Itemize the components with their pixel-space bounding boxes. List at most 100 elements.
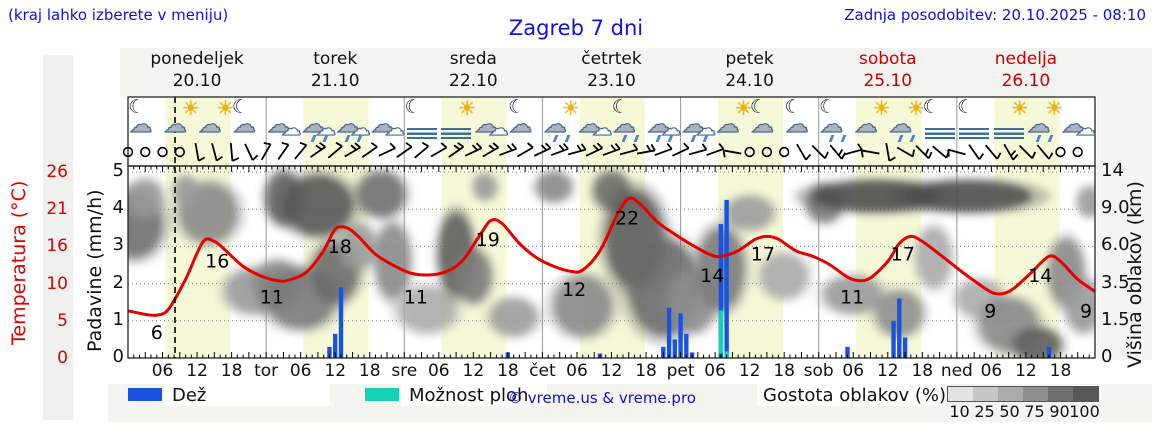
shower-legend-box [401,384,547,406]
clouds-icon: ☁ ☁ [267,112,302,140]
clouds-icon: ☁ ☁ [370,112,406,140]
cloud-density-label: Gostota oblakov (%) [763,385,947,406]
axis-tick-label: 0 [112,346,124,367]
density-swatch [1073,387,1098,401]
svg-text:18: 18 [328,236,352,258]
day-header: četrtek 23.10 [581,49,642,91]
svg-text:17: 17 [891,243,915,265]
axis-tick-label: 1 [112,308,124,330]
moon-cloud-icon: ☾ ☁ [231,96,257,138]
day-header: ponedeljek 20.10 [150,49,244,91]
axis-tick-label: 12 [876,361,899,381]
location-menu-hint: (kraj lahko izberete v meniju) [8,6,229,24]
axis-tick-label: 12 [324,361,347,381]
axis-tick-label: 5 [57,310,68,331]
copyright-link[interactable]: © vreme.us & vreme.pro [508,389,696,407]
sun-fog-icon: ☀ [992,96,1029,142]
svg-text:22: 22 [615,208,639,230]
sun-cloud-rain-icon: ☀ ☁ [1026,96,1063,142]
axis-tick-label: 18 [773,361,795,381]
axis-tick-label: 16 [46,236,68,257]
axis-tick-label: 10 [46,273,68,294]
axis-tick-label: 18 [635,361,657,381]
axis-tick-label: 06 [151,361,174,381]
density-tick-label: 25 [974,402,995,421]
clouds-rain-icon: ☁ ☁ [681,112,716,142]
axis-tick-label: 18 [358,361,381,381]
axis-tick-label: pet [666,361,695,381]
moon-cloud-icon: ☾ ☁ [508,96,533,138]
density-swatch [1023,387,1048,401]
day-header: torek 21.10 [310,49,360,91]
day-header: sreda 22.10 [449,49,498,91]
svg-text:17: 17 [751,243,775,265]
precip-axis-title: Padavine (mm/h) [84,189,106,352]
cloud-axis-title: Višina oblakov (km) [1124,181,1146,368]
axis-tick-label: 18 [911,361,934,381]
axis-tick-label: 21 [46,199,68,220]
page-title: Zagreb 7 dni [508,16,644,40]
axis-tick-label: 4 [112,197,124,219]
clouds-rain-icon: ☁ ☁ [336,112,371,142]
axis-tick-label: 12 [738,361,761,381]
axis-tick-label: 14 [1101,160,1124,181]
axis-tick-label: 06 [980,361,1003,381]
right-margin-band [1097,96,1152,360]
temp-axis-title: Temperatura (°C) [8,180,30,345]
svg-text:14: 14 [1028,265,1052,287]
axis-tick-label: 2 [112,271,124,293]
clouds-icon: ☁ ☁ [474,112,509,140]
axis-tick-label: 6.0 [1101,234,1130,256]
clouds-rain-icon: ☁ ☁ [301,112,337,142]
moon-fog-icon: ☾ [923,96,957,142]
axis-tick-label: sob [803,361,834,381]
moon-cloud-icon: ☾ ☁ [128,96,153,138]
svg-text:19: 19 [476,229,500,251]
axis-tick-label: 12 [186,361,208,381]
moon-cloud-rain-icon: ☾ ☁ [612,96,646,142]
axis-tick-label: 5 [112,160,124,181]
axis-tick-label: tor [254,361,279,381]
density-tick-label: 50 [999,402,1020,421]
axis-tick-label: ned [940,361,973,381]
axis-tick-label: 3.5 [1101,271,1130,293]
axis-tick-label: 06 [704,361,726,381]
sun-cloud-icon: ☀ ☁ [716,96,753,138]
left-axis-strip [43,55,73,420]
axis-tick-label: sre [391,361,418,381]
axis-tick-label: 18 [497,361,519,381]
svg-text:11: 11 [260,286,284,308]
day-header: sobota 25.10 [859,49,917,91]
axis-tick-label: 12 [600,361,623,381]
axis-tick-label: 1.5 [1101,308,1130,330]
density-tick-label: 100 [1069,402,1100,421]
axis-tick-label: 12 [462,361,485,381]
axis-tick-label: 06 [842,361,865,381]
sun-cloud-icon: ☀ ☁ [854,96,891,138]
clouds-rain-icon: ☁ ☁ [647,112,682,142]
axis-tick-label: 26 [46,162,68,182]
density-tick-label: 90 [1049,402,1070,421]
clouds-icon: ☁ ☁ [578,112,613,140]
moon-fog-icon: ☾ [405,96,439,142]
density-swatch [948,387,973,401]
rain-legend-swatch [128,388,162,401]
axis-tick-label: 06 [566,361,588,381]
svg-text:6: 6 [151,322,163,344]
axis-tick-label: 9.0 [1101,197,1130,219]
sun-cloud-icon: ☀ ☁ [198,96,235,138]
axis-tick-label: 06 [427,361,450,381]
day-header: petek 24.10 [725,49,774,91]
day-header: nedelja 26.10 [994,49,1058,91]
moon-fog-icon: ☾ [957,96,991,142]
moon-cloud-icon: ☾ ☁ [784,96,809,138]
rain-legend-label: Dež [172,385,207,406]
rain-legend-box [164,384,330,406]
cloud-density-gradient [947,386,1099,402]
svg-text:11: 11 [840,286,864,308]
axis-tick-label: 3 [112,234,124,256]
axis-tick-label: 0 [57,348,68,368]
axis-tick-label: 0 [1101,346,1113,367]
density-swatch [998,387,1023,401]
